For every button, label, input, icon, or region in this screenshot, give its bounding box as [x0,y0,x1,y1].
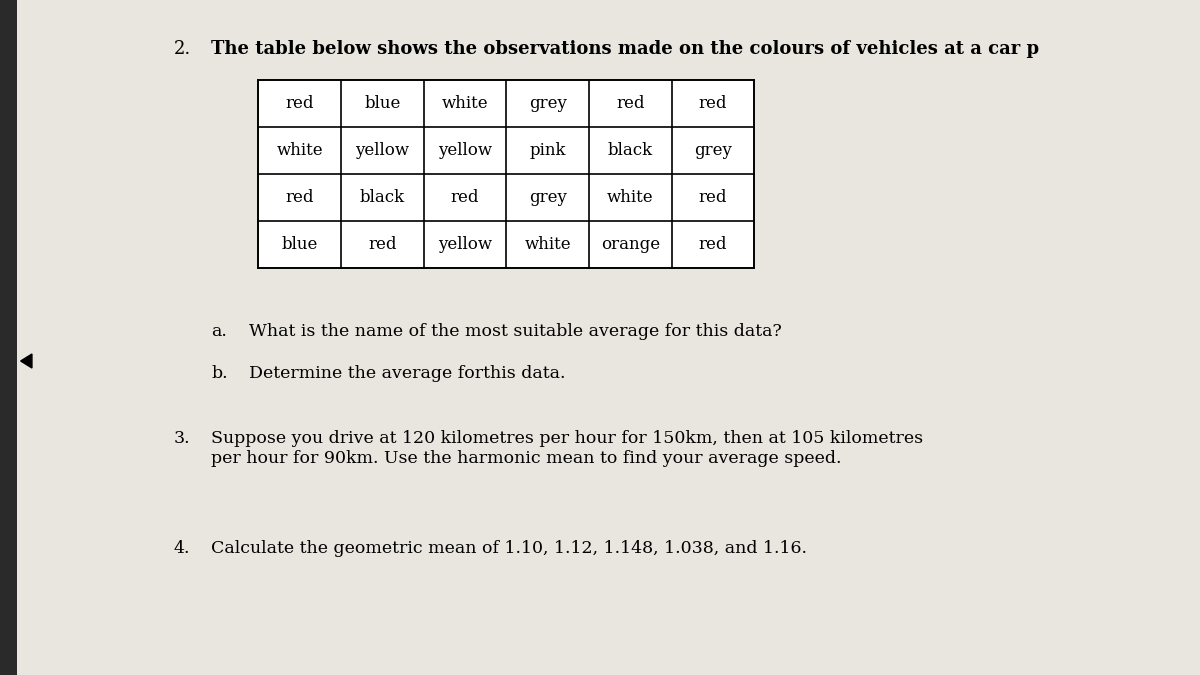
Text: red: red [698,189,727,206]
Text: red: red [698,95,727,112]
Text: white: white [607,189,654,206]
Text: yellow: yellow [438,142,492,159]
Text: white: white [524,236,571,253]
Text: The table below shows the observations made on the colours of vehicles at a car : The table below shows the observations m… [211,40,1039,58]
Polygon shape [20,354,32,368]
Text: red: red [286,95,314,112]
Text: Determine the average for​this data.: Determine the average for​this data. [248,365,565,382]
Text: blue: blue [282,236,318,253]
Text: What is the name of the most suitable average for this data?: What is the name of the most suitable av… [248,323,781,340]
Text: 4.: 4. [174,540,191,557]
Text: red: red [286,189,314,206]
Text: red: red [368,236,397,253]
Text: grey: grey [529,189,566,206]
Text: 2.: 2. [174,40,191,58]
Text: white: white [442,95,488,112]
Text: yellow: yellow [438,236,492,253]
Text: b.: b. [211,365,228,382]
Text: red: red [617,95,644,112]
Text: black: black [360,189,404,206]
Bar [0,0,17,675]
Text: grey: grey [695,142,732,159]
Text: yellow: yellow [355,142,409,159]
Text: a.: a. [211,323,227,340]
Text: Calculate the geometric mean of 1.10, 1.12, 1.148, 1.038, and 1.16.: Calculate the geometric mean of 1.10, 1.… [211,540,808,557]
Text: 3.: 3. [174,430,191,447]
Text: pink: pink [529,142,566,159]
Text: red: red [451,189,479,206]
Text: red: red [698,236,727,253]
Text: black: black [608,142,653,159]
Text: orange: orange [601,236,660,253]
Bar [258,80,755,268]
Text: grey: grey [529,95,566,112]
Text: blue: blue [365,95,401,112]
Text: Suppose you drive at 120 kilometres per hour for 150km, then at 105 kilometres
p: Suppose you drive at 120 kilometres per … [211,430,924,466]
Text: white: white [276,142,323,159]
